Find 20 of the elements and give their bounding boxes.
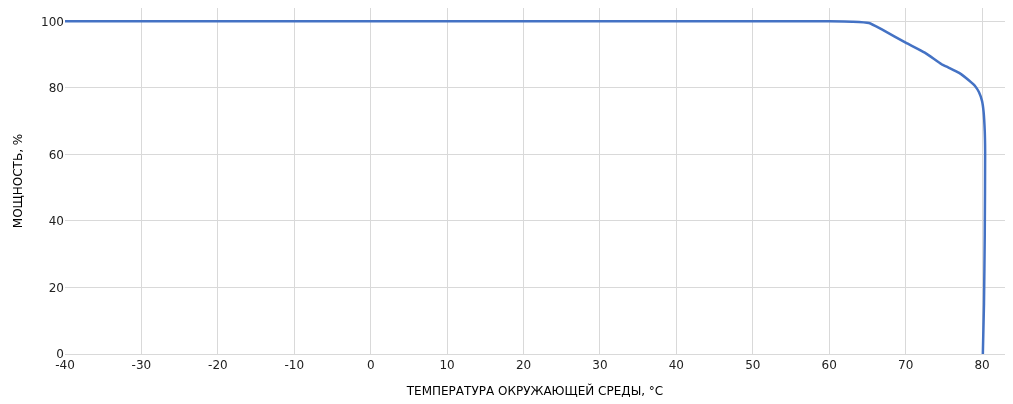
x-tick-label: 40 [668,358,685,373]
x-axis-title: ТЕМПЕРАТУРА ОКРУЖАЮЩЕЙ СРЕДЫ, °C [405,383,664,399]
x-tick-label: -10 [284,358,305,373]
x-tick-label: -20 [208,358,228,373]
x-tick-label: 10 [439,358,455,373]
x-tick-label: 70 [898,358,914,373]
y-tick-label: 60 [48,147,64,162]
x-tick-label: 80 [974,358,990,373]
y-tick-label: 80 [48,81,64,96]
y-tick-label: 20 [48,280,64,295]
y-axis-title: МОЩНОСТЬ, % [11,133,26,229]
x-tick-label: 30 [592,358,608,373]
x-tick-label: 60 [821,358,837,373]
x-tick-label: 20 [515,358,532,373]
x-tick-label: 0 [366,358,375,373]
x-tick-label: 50 [745,358,761,373]
y-tick-label: 100 [41,14,64,29]
y-tick-label: 40 [48,214,64,229]
x-tick-label: -30 [131,358,152,373]
line-series [65,20,987,354]
